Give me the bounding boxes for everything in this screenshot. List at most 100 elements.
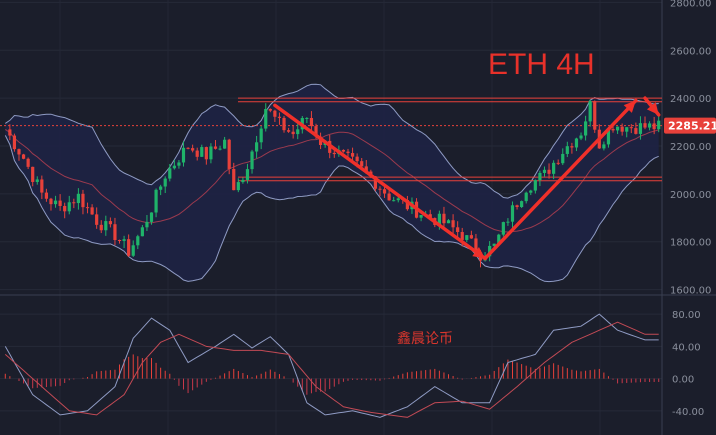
candle-body bbox=[53, 200, 58, 205]
watermark-label: 鑫晨论币 bbox=[397, 330, 453, 347]
candle-body bbox=[634, 128, 638, 134]
candle-body bbox=[21, 154, 26, 159]
candle-body bbox=[392, 200, 396, 202]
candle-body bbox=[355, 156, 359, 162]
candle-body bbox=[81, 193, 85, 208]
candle-body bbox=[588, 101, 592, 122]
macd-tick-label: 80.00 bbox=[672, 310, 701, 321]
candle-body bbox=[602, 144, 606, 149]
candle-body bbox=[154, 189, 158, 213]
candle-body bbox=[273, 110, 277, 117]
trend-arrow-2-head bbox=[623, 100, 636, 113]
candle-body bbox=[268, 108, 272, 111]
candle-body bbox=[250, 151, 254, 170]
candle-body bbox=[341, 149, 346, 152]
candle-body bbox=[122, 239, 126, 241]
candle-body bbox=[346, 151, 350, 154]
macd-tick-label: 0.00 bbox=[672, 375, 694, 386]
candle-body bbox=[241, 179, 245, 183]
candle-body bbox=[469, 235, 473, 239]
price-tick-label: 2600.00 bbox=[670, 46, 711, 57]
candle-body bbox=[488, 245, 492, 257]
candle-body bbox=[104, 221, 108, 231]
candle-body bbox=[552, 162, 556, 174]
bollinger-upper-line bbox=[5, 83, 659, 199]
candle-body bbox=[460, 232, 464, 240]
candle-body bbox=[396, 198, 400, 201]
candle-body bbox=[168, 168, 172, 179]
candle-body bbox=[638, 123, 643, 134]
candle-body bbox=[131, 245, 135, 256]
candle-body bbox=[232, 168, 236, 191]
candle-body bbox=[501, 222, 505, 235]
price-tick-label: 1800.00 bbox=[670, 238, 711, 249]
candle-body bbox=[8, 129, 12, 136]
candle-body bbox=[474, 238, 478, 253]
candle-body bbox=[373, 176, 378, 189]
price-tick-label: 2000.00 bbox=[670, 190, 711, 201]
candle-body bbox=[497, 234, 501, 244]
bollinger-band-fill bbox=[5, 84, 659, 282]
candle-body bbox=[291, 131, 295, 135]
candle-body bbox=[332, 152, 336, 155]
candle-body bbox=[113, 224, 117, 241]
candle-body bbox=[428, 214, 432, 219]
candle-body bbox=[149, 212, 154, 222]
trend-arrow-1-head bbox=[472, 247, 486, 259]
candle-body bbox=[538, 172, 542, 181]
candle-body bbox=[63, 205, 67, 212]
candle-body bbox=[209, 146, 213, 160]
bollinger-lower-line bbox=[4, 135, 659, 283]
candle-body bbox=[223, 139, 227, 149]
candle-body bbox=[117, 240, 122, 242]
candle-body bbox=[350, 153, 355, 157]
candle-body bbox=[529, 190, 533, 193]
candle-body bbox=[657, 120, 661, 130]
candle-body bbox=[625, 127, 629, 132]
candle-body bbox=[40, 179, 44, 193]
candle-body bbox=[305, 117, 309, 119]
candle-body bbox=[213, 146, 218, 149]
candle-body bbox=[506, 221, 510, 223]
candle-body bbox=[282, 117, 286, 131]
candle-body bbox=[49, 198, 53, 205]
candle-body bbox=[136, 236, 140, 246]
candle-body bbox=[629, 127, 633, 129]
candle-body bbox=[245, 169, 250, 180]
candle-body bbox=[419, 215, 423, 218]
candle-body bbox=[58, 200, 62, 206]
candle-body bbox=[593, 101, 597, 130]
candle-body bbox=[296, 129, 300, 135]
candle-body bbox=[286, 130, 291, 132]
last-price-badge bbox=[664, 117, 716, 134]
candle-body bbox=[520, 201, 524, 208]
macd-line bbox=[4, 313, 659, 418]
candle-body bbox=[163, 178, 167, 187]
price-tick-label: 1600.00 bbox=[670, 286, 711, 297]
candle-body bbox=[579, 135, 583, 139]
candle-body bbox=[318, 136, 323, 145]
trend-arrow-3-head bbox=[646, 102, 659, 115]
candle-body bbox=[565, 146, 569, 154]
candle-body bbox=[524, 192, 528, 202]
candle-body bbox=[456, 227, 460, 233]
macd-tick-label: -40.00 bbox=[672, 407, 704, 418]
candle-body bbox=[26, 158, 30, 167]
candle-body bbox=[236, 182, 240, 191]
candle-body bbox=[451, 220, 455, 228]
candle-body bbox=[17, 149, 21, 155]
candles-group bbox=[8, 99, 661, 268]
candle-body bbox=[387, 193, 391, 201]
moving-average-line bbox=[5, 128, 659, 233]
candle-body bbox=[314, 126, 318, 137]
candle-body bbox=[437, 213, 441, 225]
macd-histogram-group bbox=[4, 354, 660, 395]
candle-body bbox=[405, 200, 409, 210]
candle-body bbox=[200, 147, 204, 157]
last-price-label: 2285.21 bbox=[668, 120, 716, 133]
candle-body bbox=[309, 117, 314, 127]
signal-line bbox=[4, 321, 659, 418]
candle-body bbox=[364, 166, 368, 172]
candle-body bbox=[378, 188, 382, 190]
candle-body bbox=[652, 123, 656, 130]
